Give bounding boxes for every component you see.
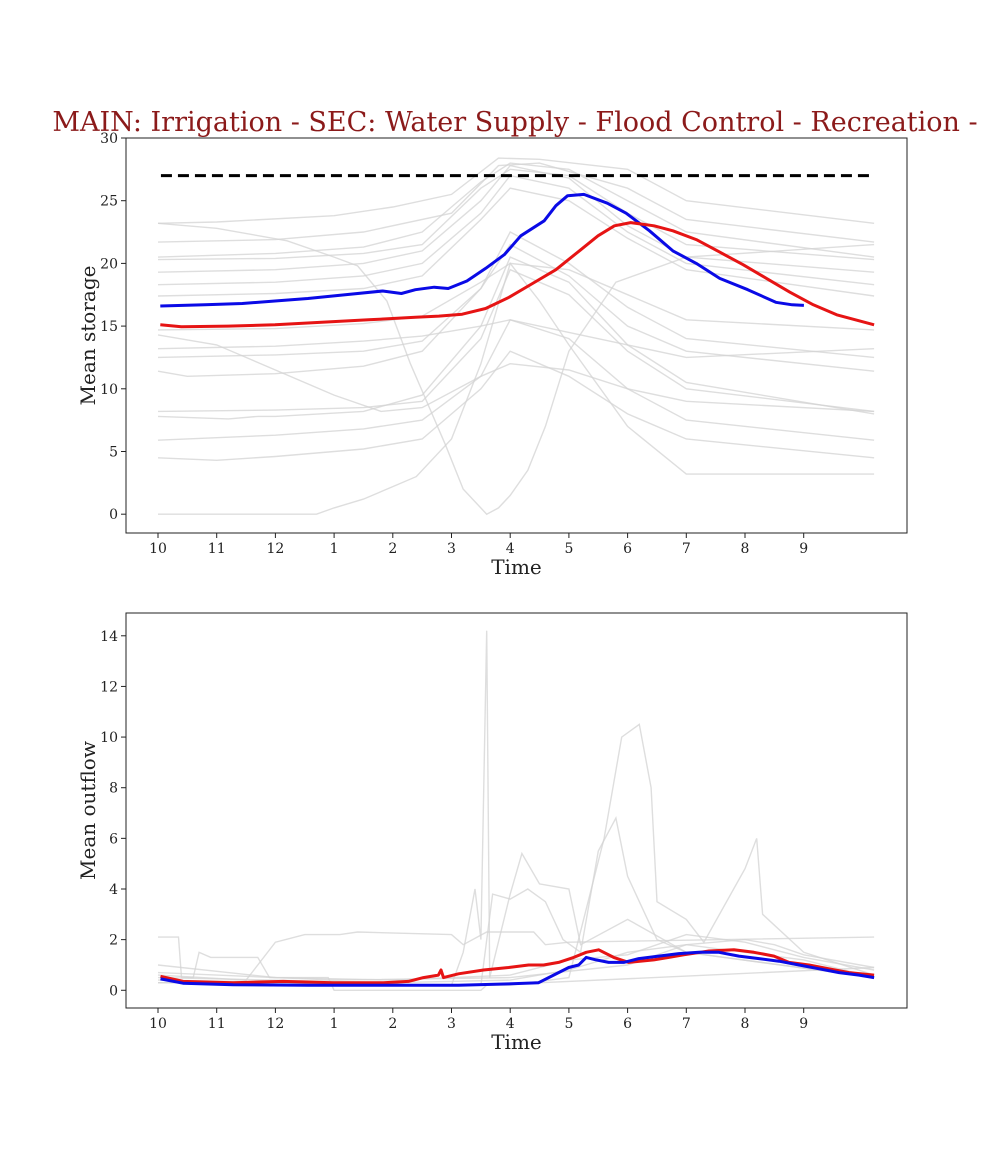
background-trace-5: [157, 174, 875, 286]
y-tick-label: 10: [100, 382, 118, 398]
x-tick-label: 10: [149, 1016, 167, 1032]
x-axis-label: Time: [491, 1030, 542, 1054]
x-tick-label: 4: [506, 541, 515, 557]
y-tick-label: 6: [109, 831, 118, 847]
x-tick-label: 12: [266, 1016, 284, 1032]
y-axis-label: Mean storage: [76, 266, 100, 406]
y-tick-label: 0: [109, 983, 118, 999]
background-trace-3: [157, 816, 875, 986]
x-tick-label: 5: [564, 1016, 573, 1032]
background-trace-15: [157, 350, 875, 462]
y-tick-label: 10: [100, 730, 118, 746]
y-tick-label: 15: [100, 319, 118, 335]
x-tick-label: 2: [388, 541, 397, 557]
background-trace-11: [157, 243, 875, 378]
x-tick-label: 9: [799, 1016, 808, 1032]
x-tick-label: 12: [266, 541, 284, 557]
y-tick-label: 8: [109, 781, 118, 797]
y-tick-label: 14: [100, 629, 118, 645]
background-trace-3: [157, 168, 875, 261]
background-trace-14: [157, 318, 875, 441]
background-trace-7: [157, 943, 875, 981]
background-trace-2: [157, 162, 875, 258]
x-tick-label: 6: [623, 541, 632, 557]
x-tick-label: 8: [741, 1016, 750, 1032]
y-tick-label: 0: [109, 507, 118, 523]
x-tick-label: 10: [149, 541, 167, 557]
y-tick-label: 2: [109, 933, 118, 949]
y-tick-label: 25: [100, 194, 118, 210]
x-axis-label: Time: [491, 555, 542, 579]
background-trace-13: [157, 256, 875, 420]
x-tick-label: 8: [741, 541, 750, 557]
series-line-1: [160, 221, 875, 329]
x-tick-label: 3: [447, 541, 456, 557]
background-trace-1: [157, 931, 875, 981]
chart-title: MAIN: Irrigation - SEC: Water Supply - F…: [52, 107, 977, 138]
x-tick-label: 3: [447, 1016, 456, 1032]
x-tick-label: 1: [330, 541, 339, 557]
y-tick-label: 4: [109, 882, 118, 898]
x-tick-label: 11: [208, 541, 226, 557]
x-tick-label: 2: [388, 1016, 397, 1032]
background-trace-8: [157, 334, 875, 413]
x-tick-label: 6: [623, 1016, 632, 1032]
plot-frame: [125, 612, 908, 1009]
background-trace-2: [157, 630, 875, 986]
series-line-1: [160, 950, 875, 987]
background-trace-4: [157, 164, 875, 273]
background-trace-1: [157, 162, 875, 243]
x-tick-label: 11: [208, 1016, 226, 1032]
background-trace-4: [157, 723, 875, 986]
x-tick-label: 7: [682, 1016, 691, 1032]
x-tick-label: 7: [682, 541, 691, 557]
y-tick-label: 20: [100, 256, 118, 272]
background-trace-5: [157, 938, 875, 984]
background-trace-6: [157, 187, 875, 297]
x-tick-label: 1: [330, 1016, 339, 1032]
x-tick-label: 4: [506, 1016, 515, 1032]
background-trace-7: [157, 262, 875, 331]
x-tick-label: 5: [564, 541, 573, 557]
background-trace-6: [157, 933, 875, 981]
background-trace-16: [158, 261, 875, 515]
background-trace-9: [157, 319, 875, 359]
plot-frame: [125, 137, 908, 534]
y-tick-label: 30: [100, 131, 118, 147]
background-trace-17: [157, 222, 875, 516]
series-line-0: [160, 192, 804, 308]
x-tick-label: 9: [799, 541, 808, 557]
series-line-0: [160, 948, 875, 985]
y-axis-label: Mean outflow: [76, 741, 100, 880]
background-trace-12: [157, 268, 875, 413]
y-tick-label: 12: [100, 679, 118, 695]
y-tick-label: 5: [109, 444, 118, 460]
background-trace-0: [157, 157, 875, 224]
